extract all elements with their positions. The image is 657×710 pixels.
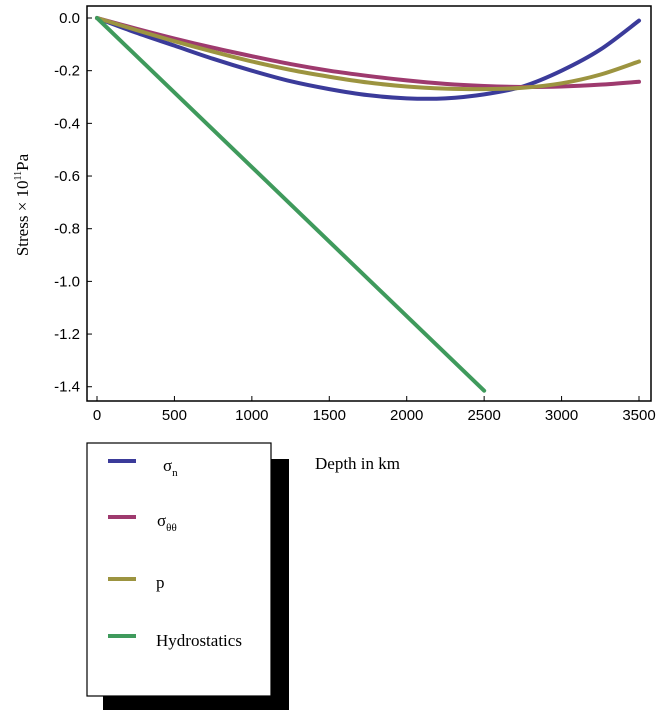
y-tick-label: -1.0 — [54, 273, 80, 290]
legend-label-sigma-theta: σθθ — [157, 511, 177, 534]
plot-frame — [86, 5, 652, 402]
legend: σn σθθ p Hydrostatics — [86, 442, 289, 710]
legend-item-hydrostatics: Hydrostatics — [108, 631, 242, 650]
x-tick-label: 3500 — [622, 407, 655, 424]
y-tick-label: -0.8 — [54, 221, 80, 238]
y-axis-label-exponent: 11 — [13, 171, 24, 181]
y-tick-label: 0.0 — [59, 10, 80, 27]
series-line-hydrostatics — [95, 16, 487, 393]
x-tick-label: 0 — [93, 407, 101, 424]
series-layer — [95, 16, 641, 393]
series-line-sigma-theta — [95, 16, 641, 90]
legend-box — [86, 442, 272, 697]
x-axis-ticks: 0 500 1000 1500 2000 2500 3000 3500 — [93, 396, 656, 424]
x-tick-label: 1500 — [313, 407, 346, 424]
legend-label-sigma-n: σn — [163, 456, 178, 479]
y-tick-label: -0.6 — [54, 168, 80, 185]
legend-item-p: p — [108, 573, 165, 592]
x-tick-label: 3000 — [545, 407, 578, 424]
series-line-p — [95, 16, 641, 92]
x-tick-label: 1000 — [235, 407, 268, 424]
y-axis-label-unit: Pa — [13, 153, 32, 170]
series-line-sigma-n — [95, 16, 641, 101]
y-tick-label: -0.2 — [54, 63, 80, 80]
x-tick-label: 2500 — [467, 407, 500, 424]
y-tick-label: -0.4 — [54, 115, 80, 132]
y-tick-label: -1.2 — [54, 326, 80, 343]
y-axis-label: Stress × 1011Pa — [13, 153, 32, 256]
y-axis-label-main: Stress × 10 — [13, 180, 32, 256]
x-axis-label: Depth in km — [315, 454, 400, 473]
x-tick-label: 500 — [162, 407, 187, 424]
legend-label-hydrostatics: Hydrostatics — [156, 631, 242, 650]
y-axis-ticks: 0.0 -0.2 -0.4 -0.6 -0.8 -1.0 -1.2 -1.4 — [54, 10, 92, 396]
legend-item-sigma-n: σn — [108, 456, 178, 479]
x-tick-label: 2000 — [390, 407, 423, 424]
legend-label-p: p — [156, 573, 165, 592]
legend-item-sigma-theta: σθθ — [108, 511, 177, 534]
y-tick-label: -1.4 — [54, 379, 80, 396]
